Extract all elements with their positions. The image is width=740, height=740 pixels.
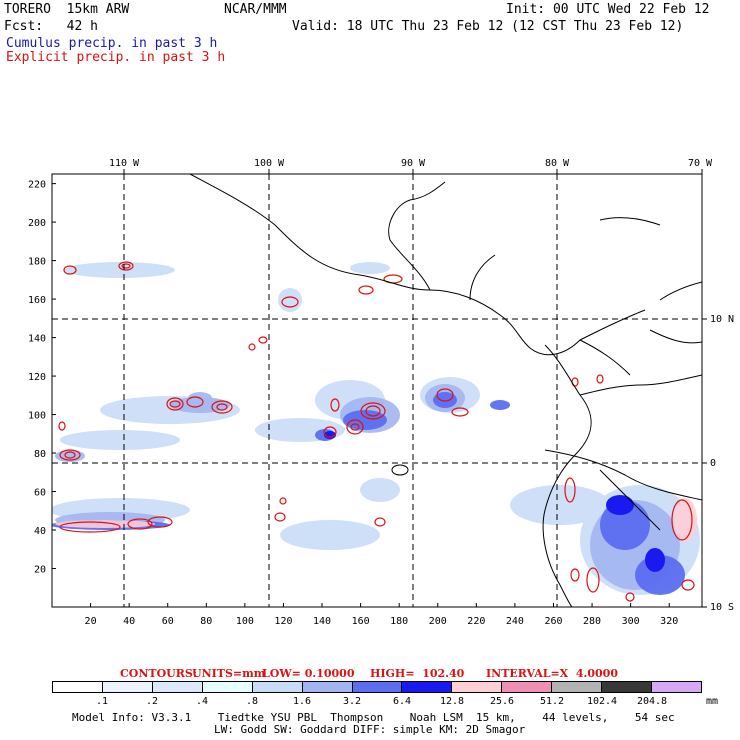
- field-cumulus: Cumulus precip. in past 3 h: [6, 36, 218, 51]
- x-grid-label: 160: [352, 616, 370, 627]
- right-lat-labels: 10 N 0 10 S: [710, 314, 734, 613]
- y-grid-label: 60: [34, 488, 46, 499]
- legend-swatch: [452, 682, 503, 692]
- x-grid-label: 60: [162, 616, 174, 627]
- legend-label: 12.8: [439, 696, 465, 707]
- legend-colorbar: [52, 681, 702, 693]
- legend-label: 1.6: [292, 696, 312, 707]
- contours-label: CONTOURS:: [120, 667, 197, 680]
- legend-label: .8: [245, 696, 259, 707]
- legend-swatch: [502, 682, 553, 692]
- legend-label: 204.8: [636, 696, 668, 707]
- legend-label: .2: [145, 696, 159, 707]
- y-grid-label: 220: [28, 180, 46, 191]
- x-grid-label: 220: [467, 616, 485, 627]
- legend-label: 51.2: [539, 696, 565, 707]
- lon-label-70w: 70 W: [688, 158, 713, 169]
- x-grid-label: 300: [622, 616, 640, 627]
- legend-swatch: [352, 682, 403, 692]
- x-grid-label: 100: [236, 616, 254, 627]
- legend-swatch: [602, 682, 653, 692]
- contours-interval: INTERVAL=X 4.0000: [486, 667, 618, 680]
- contours-units: UNITS=mm: [192, 667, 266, 680]
- y-grid-label: 140: [28, 334, 46, 345]
- axis-ticks: [123, 169, 707, 608]
- legend-label: 102.4: [586, 696, 618, 707]
- plot-frame: [51, 173, 703, 608]
- lat-label-0: 0: [710, 458, 716, 469]
- legend-label: mm: [705, 696, 719, 707]
- model-info: Model Info: V3.3.1 Tiedtke YSU PBL Thomp…: [72, 711, 675, 724]
- x-grid-label: 120: [274, 616, 292, 627]
- y-grid-labels: 220 200 180 160 140 120 100 80 60 40 20: [28, 180, 56, 576]
- x-grid-label: 200: [429, 616, 447, 627]
- legend-swatch: [302, 682, 353, 692]
- y-grid-label: 20: [34, 565, 46, 576]
- latlon-grid: [52, 174, 702, 607]
- lat-label-10n: 10 N: [710, 314, 734, 325]
- y-grid-label: 100: [28, 411, 46, 422]
- precip-shading: [52, 261, 700, 602]
- lon-label-90w: 90 W: [401, 158, 426, 169]
- legend-label: 3.2: [342, 696, 362, 707]
- init-time: Init: 00 UTC Wed 22 Feb 12: [506, 2, 710, 17]
- legend-label: .4: [195, 696, 209, 707]
- legend-swatch: [152, 682, 203, 692]
- y-grid-label: 120: [28, 372, 46, 383]
- x-grid-label: 20: [85, 616, 97, 627]
- x-grid-label: 260: [544, 616, 562, 627]
- legend-label: 25.6: [489, 696, 515, 707]
- legend-label: .1: [95, 696, 109, 707]
- field-explicit: Explicit precip. in past 3 h: [6, 50, 226, 65]
- x-grid-label: 180: [390, 616, 408, 627]
- y-grid-label: 40: [34, 526, 46, 537]
- coastlines: [189, 174, 702, 607]
- legend-swatch: [402, 682, 453, 692]
- model-title: TORERO 15km ARW: [4, 2, 130, 17]
- y-grid-label: 160: [28, 295, 46, 306]
- legend-swatch: [652, 682, 701, 692]
- center-label: NCAR/MMM: [224, 2, 287, 17]
- valid-time: Valid: 18 UTC Thu 23 Feb 12 (12 CST Thu …: [292, 19, 684, 34]
- legend-swatch: [552, 682, 603, 692]
- y-grid-label: 180: [28, 257, 46, 268]
- model-physics: LW: Godd SW: Goddard DIFF: simple KM: 2D…: [214, 723, 526, 736]
- x-grid-label: 140: [313, 616, 331, 627]
- contours-high: HIGH= 102.40: [370, 667, 465, 680]
- lon-label-80w: 80 W: [545, 158, 570, 169]
- lat-label-10s: 10 S: [710, 602, 734, 613]
- y-grid-label: 200: [28, 218, 46, 229]
- legend-swatch: [102, 682, 153, 692]
- x-grid-label: 80: [200, 616, 212, 627]
- y-grid-label: 80: [34, 449, 46, 460]
- x-grid-label: 240: [506, 616, 524, 627]
- top-lon-labels: 110 W 100 W 90 W 80 W 70 W: [109, 158, 713, 169]
- contours-low: LOW= 0.10000: [262, 667, 355, 680]
- legend-swatch: [202, 682, 253, 692]
- lon-label-100w: 100 W: [254, 158, 285, 169]
- legend-label: 6.4: [392, 696, 412, 707]
- x-grid-label: 280: [583, 616, 601, 627]
- forecast-hour: Fcst: 42 h: [4, 19, 98, 34]
- lon-label-110w: 110 W: [109, 158, 140, 169]
- x-grid-labels: 20 40 60 80 100 120 140 160 180 200 220 240 260 280 30…: [85, 603, 678, 627]
- x-grid-label: 40: [123, 616, 135, 627]
- legend-swatch: [252, 682, 303, 692]
- x-grid-label: 320: [660, 616, 678, 627]
- legend-swatch: [53, 682, 103, 692]
